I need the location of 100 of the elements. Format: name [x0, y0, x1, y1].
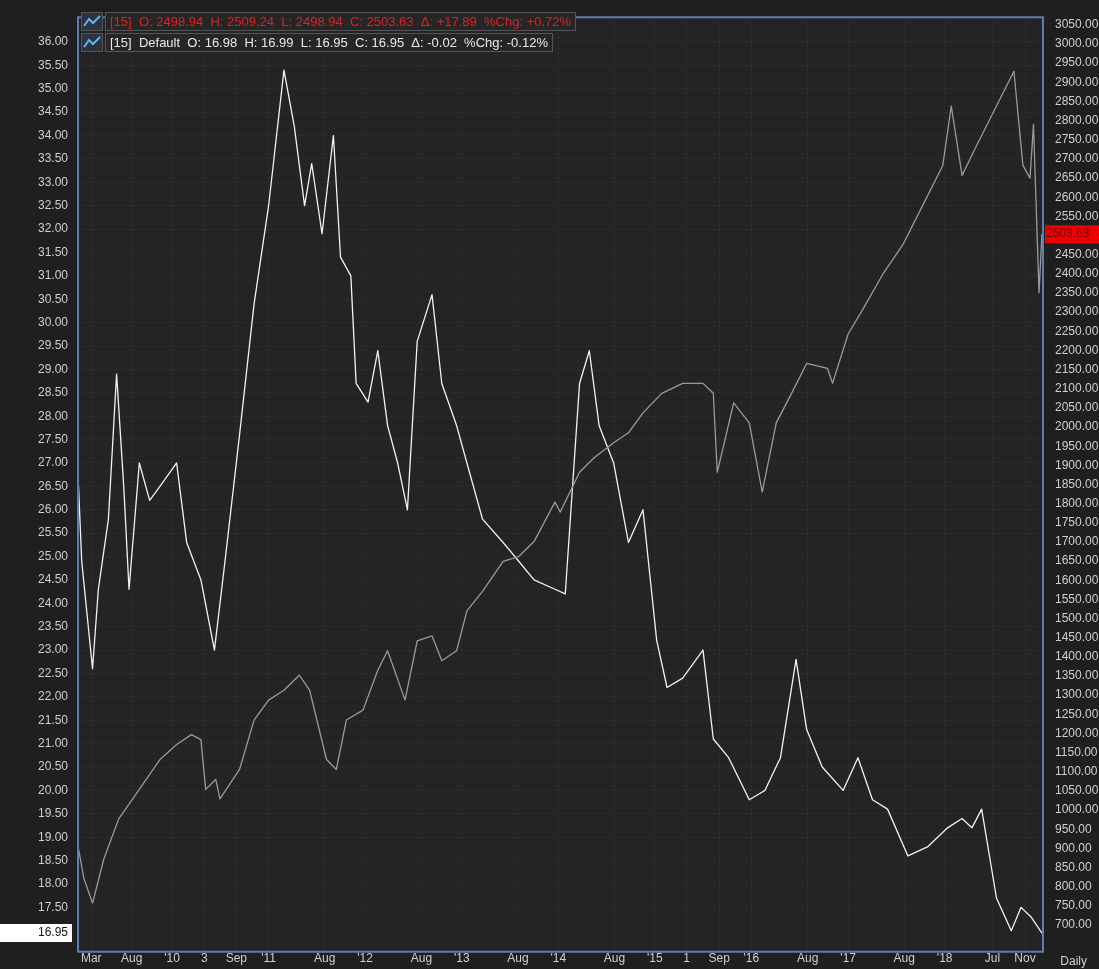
y2-tick-label: 1300.00 [1055, 687, 1099, 702]
y2-tick-label: 1700.00 [1055, 534, 1099, 549]
y2-tick-label: 2750.00 [1055, 132, 1099, 147]
y-tick-label: 25.50 [37, 525, 69, 540]
y2-tick-label: 2050.00 [1055, 400, 1099, 415]
x-tick-label: Aug [603, 951, 626, 966]
y-tick-label: 28.50 [37, 385, 69, 400]
x-tick-label: Nov [1014, 951, 1036, 966]
x-tick-label: '10 [164, 951, 181, 966]
x-tick-label: 3 [201, 951, 209, 966]
y-tick-label: 32.50 [37, 198, 69, 213]
y2-tick-label: 1950.00 [1055, 438, 1099, 453]
y-tick-label: 28.00 [37, 408, 69, 423]
y-tick-label: 31.50 [37, 244, 69, 259]
y-tick-label: 26.00 [37, 502, 69, 517]
y2-tick-label: 1000.00 [1055, 802, 1099, 817]
y-tick-label: 22.50 [37, 665, 69, 680]
x-tick-label: Aug [313, 951, 336, 966]
y-tick-label: 27.00 [37, 455, 69, 470]
y-tick-label: 21.00 [37, 735, 69, 750]
y2-tick-label: 2450.00 [1055, 246, 1099, 261]
y2-tick-label: 1900.00 [1055, 457, 1099, 472]
y2-tick-label: 2800.00 [1055, 112, 1099, 127]
text: 16.95 [37, 925, 69, 940]
y-tick-label: 31.00 [37, 268, 69, 283]
y2-tick-label: 800.00 [1055, 879, 1093, 893]
y2-tick-label: 2150.00 [1055, 361, 1099, 376]
x-tick-label: Sep [225, 951, 248, 966]
y2-tick-label: 1100.00 [1055, 764, 1098, 779]
y2-tick-label: 700.00 [1055, 917, 1093, 932]
y2-tick-label: 1450.00 [1055, 630, 1099, 645]
y2-tick-label: 3000.00 [1055, 36, 1099, 51]
y-tick-label: 18.00 [37, 876, 69, 891]
y2-tick-label: 1500.00 [1055, 610, 1099, 625]
x-tick-label: '12 [357, 951, 374, 966]
y2-tick-label: 2700.00 [1055, 151, 1099, 166]
x-tick-label: Aug [507, 951, 529, 966]
y-tick-label: 27.50 [37, 431, 69, 446]
x-tick-label: Mar [80, 951, 102, 966]
y2-tick-label: 2900.00 [1055, 74, 1099, 89]
y2-tick-label: 2650.00 [1055, 170, 1099, 185]
x-tick-label: '11 [261, 951, 277, 966]
x-tick-label: Aug [410, 951, 433, 966]
y-tick-label: 30.50 [37, 291, 69, 306]
y-tick-label: 20.00 [37, 782, 69, 797]
y-tick-label: 29.00 [37, 361, 69, 376]
y2-tick-label: 2550.00 [1055, 208, 1099, 223]
y2-tick-label: 1050.00 [1055, 783, 1099, 798]
y-tick-label: 18.50 [37, 852, 69, 867]
y-tick-label: 24.50 [37, 572, 69, 587]
x-tick-label: '17 [840, 951, 857, 966]
y2-tick-label: 1250.00 [1055, 706, 1099, 721]
y2-tick-label: 950.00 [1055, 821, 1093, 836]
x-tick-label: Jul [984, 951, 1001, 966]
annotation: [15] O: 2498.94 H: 2509.24 L: 2498.94 C: 2503.63 Δ: +17.89 %Chg: +0.72% [105, 12, 577, 31]
y2-tick-label: 2000.00 [1055, 419, 1099, 434]
y-tick-label: 19.00 [37, 829, 69, 844]
x-tick-label: 1 [683, 951, 691, 966]
y-tick-label: 35.00 [37, 81, 69, 96]
y2-tick-label: 1650.00 [1055, 553, 1099, 568]
y2-tick-label: 850.00 [1055, 859, 1093, 874]
y2-tick-label: 900.00 [1055, 840, 1093, 855]
y-tick-label: 32.00 [37, 221, 69, 236]
y-tick-label: 35.50 [37, 57, 69, 72]
y2-tick-label: 1600.00 [1055, 572, 1099, 587]
y-tick-label: 29.50 [37, 338, 69, 353]
x-tick-label: Aug [893, 951, 915, 966]
y2-tick-label: 2100.00 [1055, 381, 1099, 396]
annotation: [15] Default O: 16.98 H: 16.99 L: 16.95 C: 16.95 Δ: -0.02 %Chg: -0.12% [105, 33, 553, 52]
y2-tick-label: 1400.00 [1055, 649, 1099, 664]
y2-tick-label: 2300.00 [1055, 304, 1099, 319]
x-tick-label: '13 [454, 951, 471, 966]
text: 2503.63 [1046, 226, 1090, 241]
y-tick-label: 33.00 [37, 174, 69, 189]
y2-tick-label: 2600.00 [1055, 189, 1099, 204]
y-tick-label: 17.50 [37, 899, 69, 914]
y-tick-label: 33.50 [37, 151, 69, 166]
y2-tick-label: 2950.00 [1055, 55, 1099, 70]
y-tick-label: 26.50 [37, 478, 69, 493]
y-tick-label: 23.00 [37, 642, 69, 657]
y-tick-label: 36.00 [37, 34, 69, 49]
y2-tick-label: 1850.00 [1055, 476, 1099, 491]
y2-tick-label: 750.00 [1055, 898, 1093, 913]
y2-tick-label: 1200.00 [1055, 725, 1099, 740]
y-tick-label: 22.00 [37, 689, 69, 704]
y2-tick-label: 2350.00 [1055, 285, 1099, 300]
y2-tick-label: 1150.00 [1055, 744, 1098, 759]
y-tick-label: 34.00 [37, 127, 69, 142]
x-tick-label: '16 [743, 951, 760, 966]
x-tick-label: Aug [120, 951, 143, 966]
y2-tick-label: 1750.00 [1055, 515, 1099, 530]
y2-tick-label: 1350.00 [1055, 668, 1099, 683]
y2-tick-label: 1800.00 [1055, 495, 1099, 510]
y-tick-label: 19.50 [37, 806, 69, 821]
y2-tick-label: 2850.00 [1055, 93, 1099, 108]
y-tick-label: 20.50 [37, 759, 69, 774]
y-tick-label: 30.00 [37, 314, 69, 329]
x-tick-label: '18 [936, 951, 953, 966]
y-tick-label: 24.00 [37, 595, 69, 610]
y2-tick-label: 2250.00 [1055, 323, 1099, 338]
